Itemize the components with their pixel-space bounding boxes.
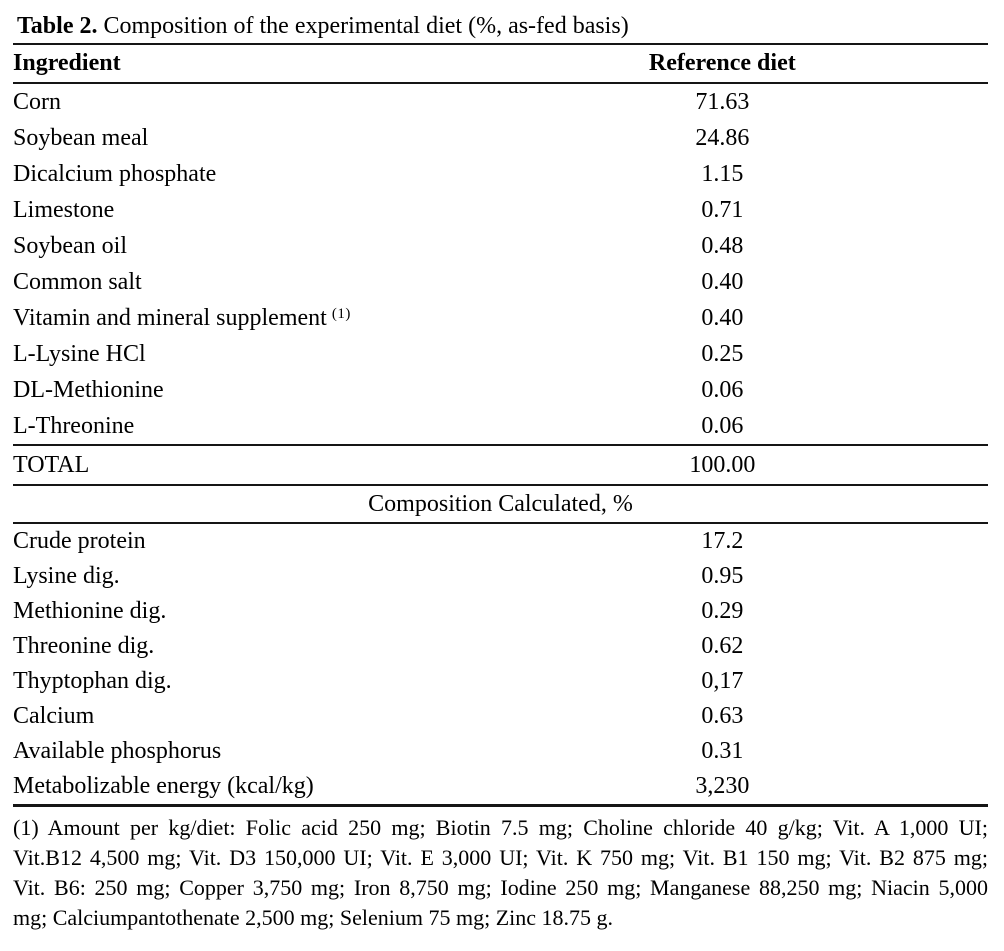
calculated-name: Calcium — [13, 703, 95, 729]
calculated-name: Crude protein — [13, 528, 146, 554]
total-row: TOTAL 100.00 — [13, 445, 988, 485]
table-row: Dicalcium phosphate 1.15 — [13, 156, 988, 192]
ingredient-value: 0.48 — [701, 232, 744, 259]
column-header-reference-diet: Reference diet — [648, 50, 796, 76]
total-label: TOTAL — [13, 451, 90, 478]
table-row: DL-Methionine 0.06 — [13, 372, 988, 408]
section-header-label: Composition Calculated, % — [368, 490, 633, 517]
calculated-name: Lysine dig. — [13, 563, 120, 589]
footnote-line: mg; Calciumpantothenate 2,500 mg; Seleni… — [13, 905, 614, 930]
table-row: Threonine dig. 0.62 — [13, 629, 988, 664]
table-caption-label: Table 2. — [17, 13, 98, 39]
table-row: Limestone 0.71 — [13, 192, 988, 228]
calculated-value: 0.62 — [701, 633, 744, 659]
ingredient-name: Vitamin and mineral supplement (1) — [13, 300, 457, 336]
ingredient-name-text: Vitamin and mineral supplement — [13, 304, 327, 331]
footnote-line: Vit.B12 4,500 mg; Vit. D3 150,000 UI; Vi… — [13, 845, 988, 870]
ingredient-name: Common salt — [13, 268, 142, 295]
ingredient-value: 0.71 — [701, 196, 744, 223]
table-row: Metabolizable energy (kcal/kg) 3,230 — [13, 769, 988, 806]
diet-composition-table: Ingredient Reference diet Corn 71.63 Soy… — [13, 43, 988, 807]
ingredient-value: 0.40 — [701, 304, 744, 331]
table-row: L-Lysine HCl 0.25 — [13, 336, 988, 372]
footnote-line: Vit. B6: 250 mg; Copper 3,750 mg; Iron 8… — [13, 875, 988, 900]
table-row: Available phosphorus 0.31 — [13, 734, 988, 769]
ingredient-value: 0.06 — [701, 376, 744, 403]
table-footnote: (1) Amount per kg/diet: Folic acid 250 m… — [13, 813, 988, 933]
calculated-value: 3,230 — [695, 773, 750, 799]
ingredient-value: 1.15 — [701, 160, 744, 187]
ingredient-name: L-Threonine — [13, 412, 135, 439]
calculated-value: 0.31 — [701, 738, 744, 764]
ingredient-value: 0.40 — [701, 268, 744, 295]
calculated-value: 17.2 — [701, 528, 744, 554]
table-row: Common salt 0.40 — [13, 264, 988, 300]
table-header-row: Ingredient Reference diet — [13, 44, 988, 83]
ingredient-name: L-Lysine HCl — [13, 340, 146, 367]
table-row: Vitamin and mineral supplement (1) 0.40 — [13, 300, 988, 336]
calculated-value: 0.63 — [701, 703, 744, 729]
ingredient-value: 0.25 — [701, 340, 744, 367]
ingredient-value: 24.86 — [695, 124, 750, 151]
ingredient-name: Dicalcium phosphate — [13, 160, 217, 187]
calculated-value: 0.29 — [701, 598, 744, 624]
calculated-name: Methionine dig. — [13, 598, 167, 624]
table-row: Calcium 0.63 — [13, 699, 988, 734]
ingredient-value: 71.63 — [695, 88, 750, 115]
ingredient-name: DL-Methionine — [13, 376, 164, 403]
table-row: L-Threonine 0.06 — [13, 408, 988, 445]
table-row: Lysine dig. 0.95 — [13, 559, 988, 594]
table-row: Soybean oil 0.48 — [13, 228, 988, 264]
calculated-name: Threonine dig. — [13, 633, 155, 659]
table-caption-text: Composition of the experimental diet (%,… — [97, 13, 629, 39]
ingredient-name: Corn — [13, 88, 61, 115]
footnote-marker: (1) — [331, 305, 351, 322]
total-value: 100.00 — [689, 451, 756, 478]
calculated-name: Thyptophan dig. — [13, 668, 172, 694]
table-row: Crude protein 17.2 — [13, 523, 988, 559]
section-header-row: Composition Calculated, % — [13, 485, 988, 523]
ingredient-name: Soybean meal — [13, 124, 149, 151]
footnote-line: (1) Amount per kg/diet: Folic acid 250 m… — [13, 815, 988, 840]
calculated-name: Metabolizable energy (kcal/kg) — [13, 773, 314, 799]
ingredient-value: 0.06 — [701, 412, 744, 439]
table-row: Methionine dig. 0.29 — [13, 594, 988, 629]
table-row: Soybean meal 24.86 — [13, 120, 988, 156]
column-header-ingredient: Ingredient — [13, 50, 121, 76]
ingredient-name: Soybean oil — [13, 232, 127, 259]
ingredient-name: Limestone — [13, 196, 115, 223]
calculated-value: 0,17 — [701, 668, 744, 694]
table-caption: Table 2. Composition of the experimental… — [13, 11, 988, 41]
calculated-value: 0.95 — [701, 563, 744, 589]
table-row: Corn 71.63 — [13, 83, 988, 120]
calculated-name: Available phosphorus — [13, 738, 222, 764]
table-row: Thyptophan dig. 0,17 — [13, 664, 988, 699]
